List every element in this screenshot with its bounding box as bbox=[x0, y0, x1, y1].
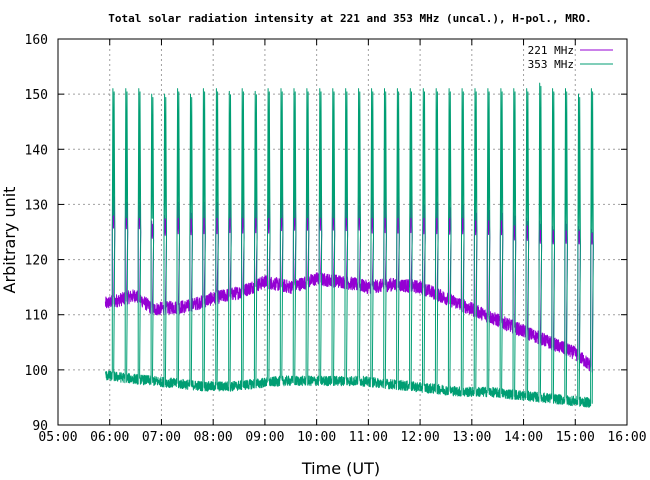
x-tick-label: 09:00 bbox=[245, 430, 284, 445]
x-tick-label: 16:00 bbox=[607, 430, 646, 445]
y-tick-label: 100 bbox=[25, 364, 48, 379]
legend-label-221: 221 MHz bbox=[528, 44, 574, 57]
x-tick-label: 06:00 bbox=[90, 430, 129, 445]
legend-label-353: 353 MHz bbox=[528, 58, 574, 71]
x-tick-label: 08:00 bbox=[194, 430, 233, 445]
chart-title: Total solar radiation intensity at 221 a… bbox=[108, 12, 591, 25]
x-tick-label: 10:00 bbox=[297, 430, 336, 445]
plot-frame bbox=[57, 38, 628, 426]
y-tick-label: 90 bbox=[32, 419, 48, 434]
y-tick-label: 140 bbox=[25, 143, 48, 158]
x-tick-label: 15:00 bbox=[556, 430, 595, 445]
series-layer bbox=[104, 82, 594, 408]
x-tick-label: 14:00 bbox=[504, 430, 543, 445]
y-tick-label: 150 bbox=[25, 88, 48, 103]
axis-ticks: 05:00 06:00 07:00 08:00 09:00 10:00 11:00 12:00… bbox=[25, 33, 647, 445]
series-line-221-mhz bbox=[104, 187, 594, 373]
y-tick-label: 120 bbox=[25, 254, 48, 269]
grid-lines bbox=[58, 39, 627, 425]
x-tick-label: 12:00 bbox=[401, 430, 440, 445]
y-tick-label: 160 bbox=[25, 33, 48, 48]
x-axis-label: Time (UT) bbox=[301, 459, 380, 478]
y-tick-label: 110 bbox=[25, 309, 48, 324]
series-line-353-mhz bbox=[104, 82, 594, 408]
x-tick-label: 11:00 bbox=[349, 430, 388, 445]
y-axis-label: Arbitrary unit bbox=[0, 187, 19, 294]
x-tick-label: 05:00 bbox=[38, 430, 77, 445]
x-tick-label: 13:00 bbox=[452, 430, 491, 445]
legend: 221 MHz 353 MHz bbox=[528, 44, 613, 71]
y-tick-label: 130 bbox=[25, 198, 48, 213]
x-tick-label: 07:00 bbox=[142, 430, 181, 445]
